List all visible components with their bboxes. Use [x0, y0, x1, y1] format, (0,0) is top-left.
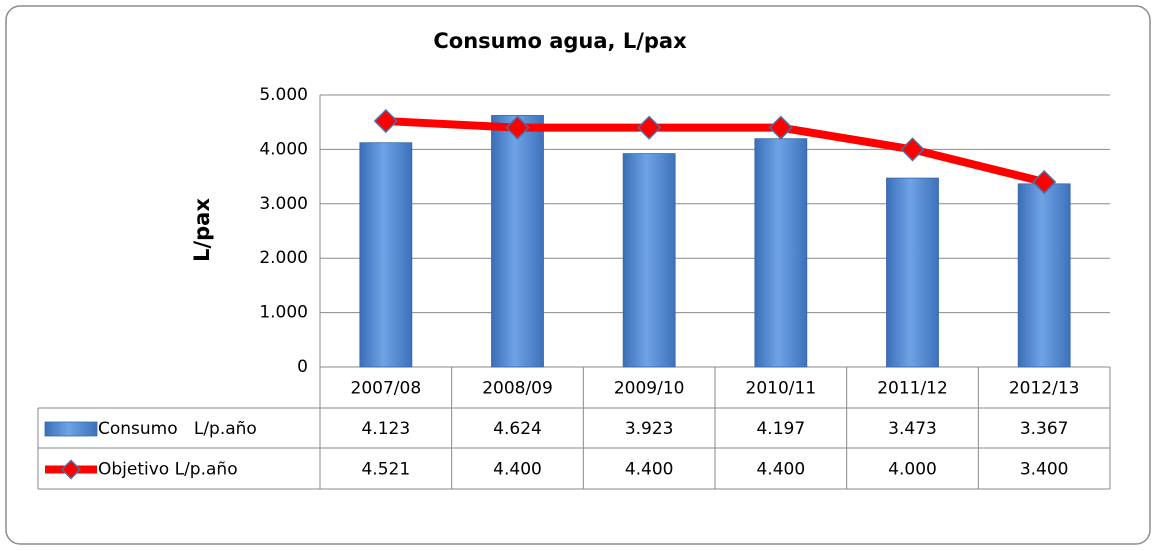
marker: [505, 115, 530, 140]
table-value: 3.400: [1020, 460, 1069, 480]
y-tick-label: 5.000: [259, 85, 308, 105]
bar: [491, 115, 544, 368]
x-tick-label: 2011/12: [877, 379, 948, 399]
table-value: 4.400: [625, 460, 674, 480]
table-value: 3.473: [888, 419, 937, 439]
x-tick-label: 2012/13: [1009, 379, 1080, 399]
legend-key: [60, 459, 82, 480]
table-value: 4.624: [493, 419, 542, 439]
marker: [768, 115, 793, 140]
marker: [373, 108, 398, 134]
table-value: 4.000: [888, 460, 937, 480]
legend-key: [44, 421, 98, 437]
table-value: 4.197: [756, 419, 805, 439]
x-tick-label: 2007/08: [351, 379, 422, 399]
table-value: 3.367: [1020, 419, 1069, 439]
bar: [359, 142, 413, 368]
x-tick-label: 2008/09: [482, 379, 553, 399]
bar: [886, 177, 939, 368]
table-value: 4.123: [361, 419, 410, 439]
y-tick-label: 0: [297, 357, 308, 377]
chart-title: Consumo agua, L/pax: [433, 29, 687, 53]
bar: [1017, 183, 1071, 368]
legend-label: Objetivo L/p.año: [98, 460, 238, 480]
y-tick-label: 4.000: [259, 139, 308, 159]
table-value: 3.923: [625, 419, 674, 439]
x-tick-label: 2010/11: [746, 379, 817, 399]
bar: [622, 153, 676, 368]
x-tick-label: 2009/10: [614, 379, 685, 399]
y-tick-label: 2.000: [259, 248, 308, 268]
table-value: 4.400: [493, 460, 542, 480]
bar: [754, 138, 808, 368]
y-tick-label: 1.000: [259, 303, 308, 323]
marker: [1032, 169, 1057, 195]
marker: [900, 137, 925, 162]
table-value: 4.521: [361, 460, 410, 480]
legend-label: Consumo L/p.año: [98, 419, 257, 439]
table-value: 4.400: [756, 460, 805, 480]
y-axis-label: L/pax: [190, 198, 214, 262]
marker: [637, 115, 662, 140]
line: [385, 117, 1046, 186]
y-tick-label: 3.000: [259, 194, 308, 214]
